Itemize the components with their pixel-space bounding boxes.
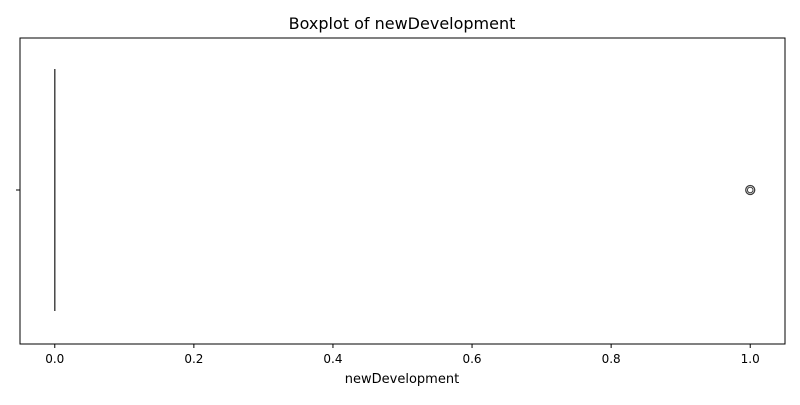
x-tick-label: 0.2 (184, 352, 203, 366)
outliers-group (745, 184, 756, 196)
chart-title: Boxplot of newDevelopment (289, 14, 516, 33)
x-tick-label: 0.6 (462, 352, 481, 366)
x-tick-label: 0.8 (602, 352, 621, 366)
outlier-point-inner (746, 186, 754, 194)
x-tick-label: 0.0 (45, 352, 64, 366)
plot-area-frame (19, 37, 786, 345)
x-tick-label: 0.4 (323, 352, 342, 366)
x-axis-label: newDevelopment (345, 372, 459, 387)
x-tick-label: 1.0 (741, 352, 760, 366)
x-axis-ticks: 0.0 0.2 0.4 0.6 0.8 1.0 (45, 344, 760, 366)
outlier-point (745, 184, 756, 196)
